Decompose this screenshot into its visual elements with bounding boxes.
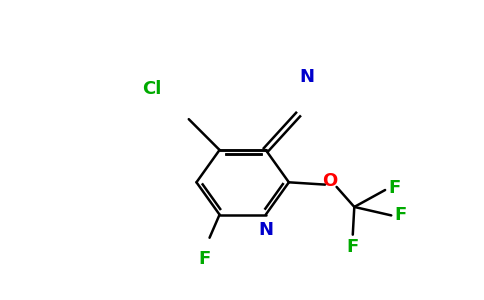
Text: O: O xyxy=(322,172,337,190)
Text: F: F xyxy=(347,238,359,256)
Text: F: F xyxy=(394,206,407,224)
Text: F: F xyxy=(199,250,211,268)
Text: N: N xyxy=(299,68,314,86)
Text: Cl: Cl xyxy=(142,80,162,98)
Text: F: F xyxy=(388,179,400,197)
Text: N: N xyxy=(258,221,273,239)
